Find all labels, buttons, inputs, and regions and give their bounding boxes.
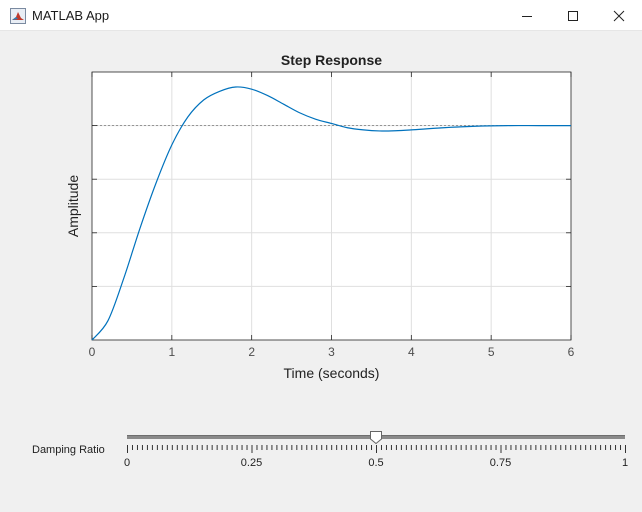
slider-label: Damping Ratio — [32, 444, 105, 456]
slider-tick-label: 1 — [621, 457, 629, 469]
slider-tick-label: 0.25 — [240, 457, 263, 469]
x-tick-label: 5 — [488, 345, 495, 359]
x-tick-label: 3 — [328, 345, 335, 359]
x-tick-label: 6 — [568, 345, 575, 359]
close-button[interactable] — [596, 0, 642, 31]
x-tick-label: 1 — [168, 345, 175, 359]
window-title: MATLAB App — [32, 8, 110, 23]
slider-tick-label: 0.75 — [489, 457, 512, 469]
matlab-logo-icon — [10, 8, 26, 24]
x-tick-label: 0 — [89, 345, 96, 359]
step-response-line — [91, 86, 571, 341]
step-response-axes[interactable]: 0 1 2 3 4 5 6 Step Response Time (seconds) Amplit… — [0, 31, 642, 401]
slider-tick-label: 0.5 — [368, 457, 384, 469]
minimize-button[interactable] — [504, 0, 550, 31]
chart-title: Step Response — [281, 52, 382, 68]
y-axis-label: Amplitude — [65, 175, 81, 237]
slider-ticks — [127, 445, 626, 453]
slider-tick-label: 0 — [123, 457, 131, 469]
x-axis-label: Time (seconds) — [284, 365, 380, 381]
minimize-icon — [522, 15, 532, 17]
maximize-icon — [568, 10, 578, 21]
x-tick-label: 2 — [248, 345, 255, 359]
x-tick-label: 4 — [408, 345, 415, 359]
damping-ratio-slider-thumb[interactable] — [370, 431, 382, 444]
title-bar: MATLAB App — [0, 0, 642, 31]
maximize-button[interactable] — [550, 0, 596, 31]
close-icon — [613, 10, 625, 21]
